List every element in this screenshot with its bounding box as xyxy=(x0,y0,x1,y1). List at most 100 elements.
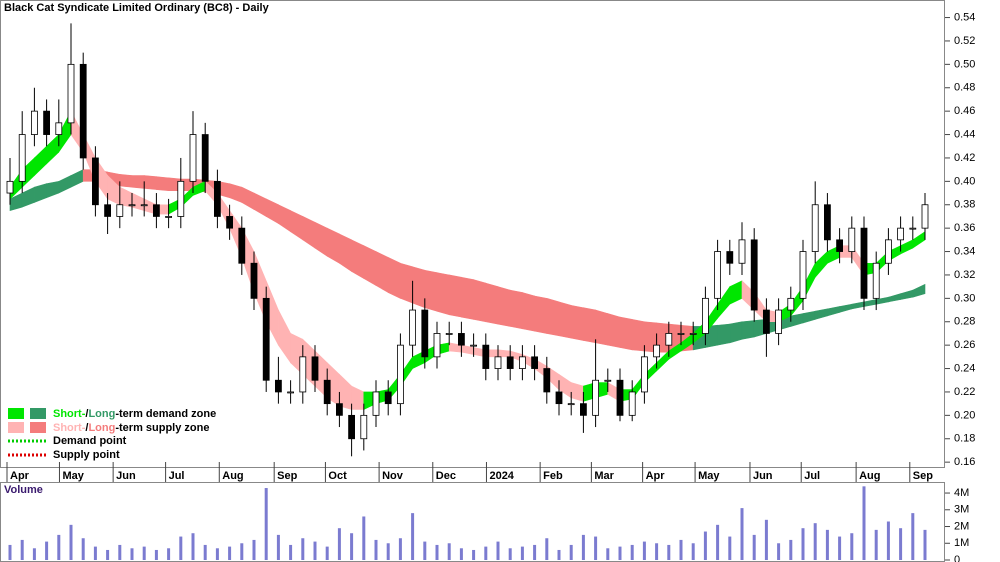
long_term-zone xyxy=(607,313,621,348)
candle-body xyxy=(714,251,721,299)
volume-bar xyxy=(740,508,744,560)
candle-body xyxy=(519,356,526,369)
candle-body xyxy=(360,414,368,440)
volume-bar xyxy=(594,536,598,560)
long_term-zone xyxy=(314,221,328,257)
candle-body xyxy=(494,356,502,369)
candle-body xyxy=(116,204,124,217)
legend-text: -term supply zone xyxy=(115,422,209,434)
short_term-zone xyxy=(461,344,474,355)
price-panel xyxy=(0,0,945,468)
volume-bar xyxy=(435,544,439,560)
volume-bar xyxy=(276,534,280,560)
volume-bar xyxy=(716,524,720,560)
candle-body xyxy=(604,379,612,382)
x-tick-label: Mar xyxy=(594,470,614,482)
candle-body xyxy=(531,356,538,369)
volume-bar xyxy=(838,536,842,560)
candle-body xyxy=(775,309,782,334)
legend-text: Short- xyxy=(53,408,86,420)
candle-body xyxy=(763,309,770,334)
candle-body xyxy=(457,333,465,346)
candle-body xyxy=(104,204,111,217)
legend-text: Long xyxy=(88,408,115,420)
volume-tick-label: 3M xyxy=(954,504,969,516)
candle-body xyxy=(567,403,575,406)
volume-bar xyxy=(789,539,793,560)
candle-body xyxy=(689,333,697,335)
volume-bar xyxy=(703,531,707,560)
volume-bar xyxy=(228,546,232,560)
volume-bar xyxy=(728,536,732,560)
candle-body xyxy=(897,227,904,241)
volume-bar xyxy=(691,543,695,560)
long_term-zone xyxy=(717,323,731,346)
legend-entry: Supply point xyxy=(53,449,120,461)
candle-body xyxy=(482,344,490,369)
candle-body xyxy=(470,344,478,347)
legend-swatch xyxy=(8,422,24,433)
volume-bar xyxy=(679,539,683,560)
volume-bar xyxy=(630,544,634,560)
long_term-zone xyxy=(729,321,743,344)
long_term-zone xyxy=(46,180,60,199)
candle-body xyxy=(836,239,843,252)
x-tick-label: Dec xyxy=(436,470,456,482)
long_term-zone xyxy=(558,301,572,339)
volume-tick-label: 2M xyxy=(954,520,969,532)
y-tick-label: 0.40 xyxy=(954,175,975,187)
volume-bar xyxy=(8,544,12,560)
candle-body xyxy=(250,262,258,299)
candle-body xyxy=(872,262,880,299)
y-tick-label: 0.50 xyxy=(954,58,975,70)
legend: Short-/Long-term demand zone Short-/Long… xyxy=(8,408,216,461)
y-tick-label: 0.32 xyxy=(954,269,975,281)
long_term-zone xyxy=(351,239,365,279)
candle-body xyxy=(238,227,246,264)
long_term-zone xyxy=(326,227,340,264)
candle-body xyxy=(274,379,282,393)
candle-body xyxy=(799,251,807,299)
long_term-zone xyxy=(497,286,511,327)
candle-body xyxy=(18,134,26,182)
y-tick-label: 0.30 xyxy=(954,292,975,304)
short_term-zone xyxy=(814,250,828,279)
candle-body xyxy=(140,204,148,207)
volume-bar xyxy=(813,523,817,560)
short_term-zone xyxy=(497,349,511,358)
short_term-zone xyxy=(900,239,914,255)
volume-bar xyxy=(447,543,451,560)
volume-bar xyxy=(362,516,366,560)
volume-bar xyxy=(496,541,500,560)
short_term-zone xyxy=(278,309,291,364)
x-tick-label: Feb xyxy=(543,470,563,482)
long_term-zone xyxy=(265,198,279,224)
long_term-zone xyxy=(229,183,243,203)
volume-bar xyxy=(325,546,329,560)
candle-body xyxy=(506,356,514,369)
candle-body xyxy=(811,204,819,252)
long_term-zone xyxy=(863,299,877,307)
long_term-zone xyxy=(522,292,535,332)
volume-bar xyxy=(459,548,463,560)
volume-bar xyxy=(764,519,768,560)
volume-bar xyxy=(423,541,427,560)
y-tick-label: 0.28 xyxy=(954,316,975,328)
candle-body xyxy=(409,309,417,346)
x-tick-label: Jun xyxy=(116,470,136,482)
volume-bar xyxy=(386,543,390,560)
volume-bar xyxy=(411,513,415,560)
volume-bar xyxy=(777,543,781,560)
legend-text: -term demand zone xyxy=(115,408,216,420)
long_term-zone xyxy=(363,245,377,286)
volume-bar xyxy=(142,546,146,560)
candle-body xyxy=(55,122,63,135)
candle-body xyxy=(592,379,599,416)
volume-bar xyxy=(581,534,585,560)
legend-entry: Demand point xyxy=(53,435,127,447)
volume-bar xyxy=(655,543,659,560)
x-tick-label: Sep xyxy=(277,470,297,482)
legend-text: Long xyxy=(88,422,115,434)
volume-bar xyxy=(191,533,195,560)
